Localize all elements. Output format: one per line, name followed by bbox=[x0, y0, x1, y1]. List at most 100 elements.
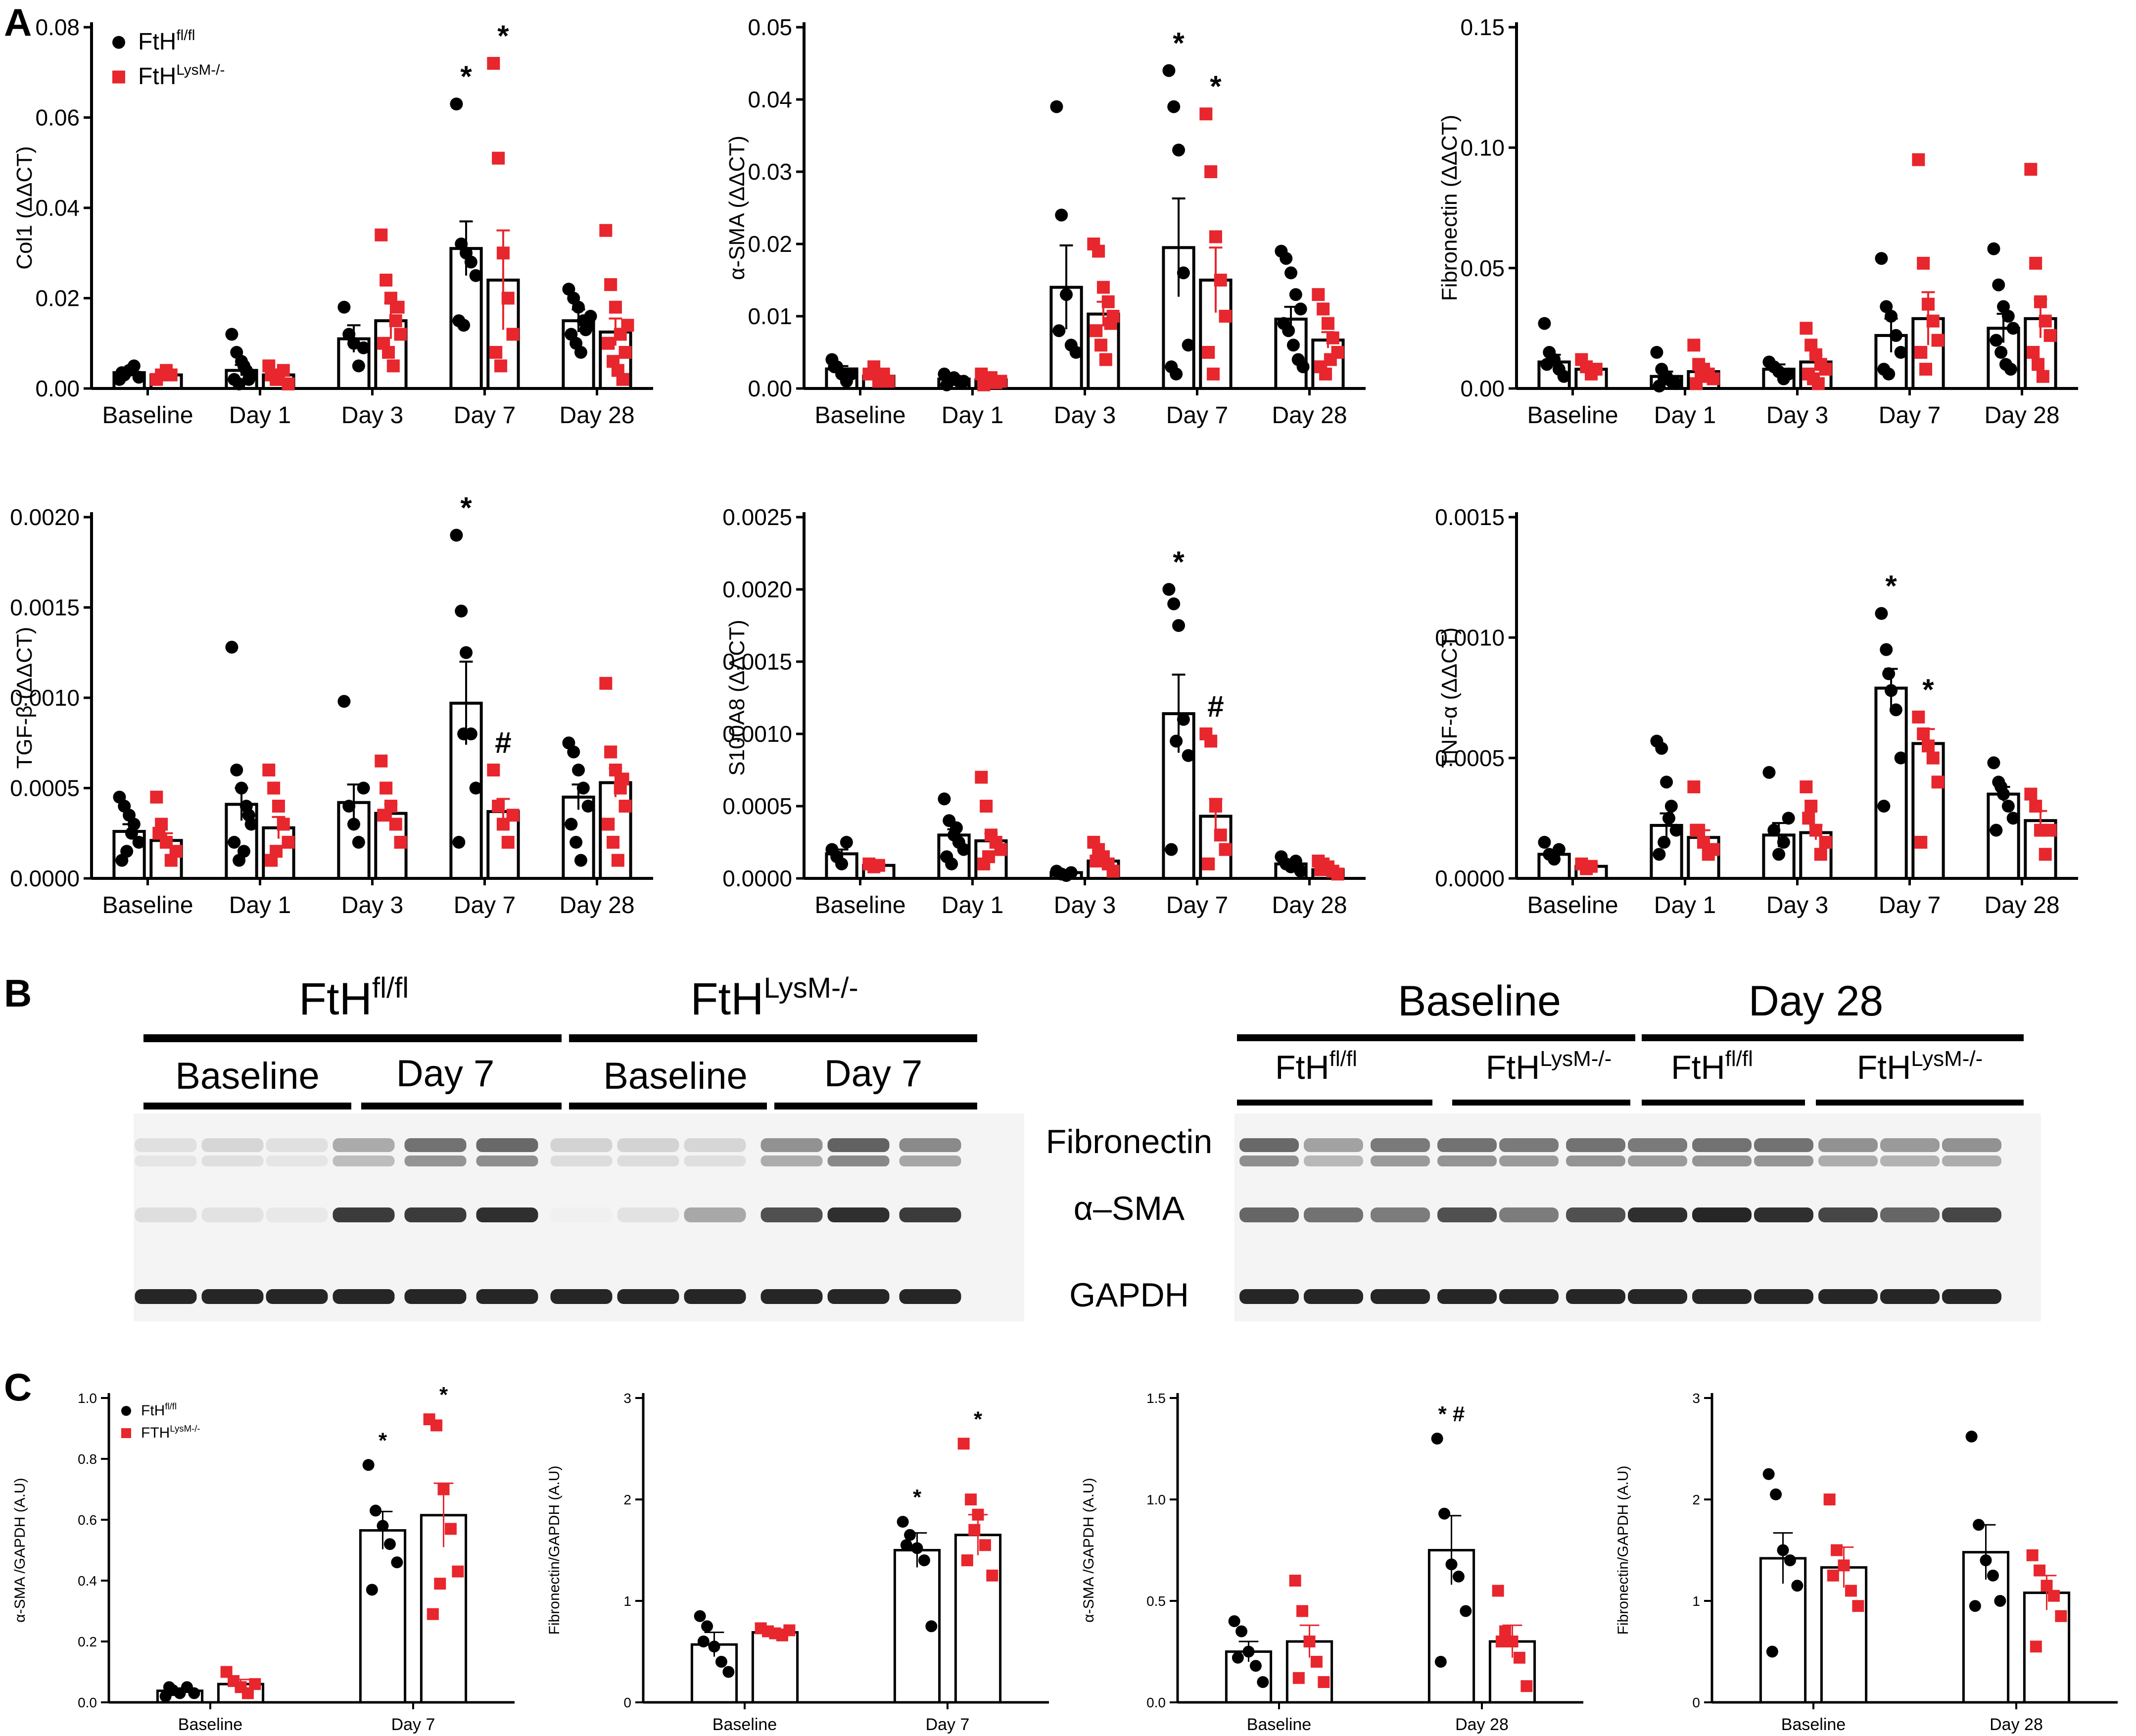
y-tick-label: 0.5 bbox=[1146, 1593, 1166, 1609]
blot-band bbox=[1818, 1138, 1878, 1152]
data-point bbox=[607, 836, 620, 849]
blot-band bbox=[617, 1138, 679, 1152]
data-point bbox=[1658, 836, 1671, 849]
blot-band bbox=[404, 1289, 467, 1304]
y-axis-label: Fibronectin/GAPDH (A.U) bbox=[1615, 1466, 1631, 1635]
data-point bbox=[469, 781, 482, 795]
data-point bbox=[1228, 1615, 1240, 1627]
data-point bbox=[1538, 836, 1551, 849]
blot-band bbox=[760, 1138, 823, 1152]
significance-marker: * bbox=[1210, 70, 1222, 103]
blot-bracket bbox=[1452, 1100, 1630, 1106]
blot-band bbox=[1942, 1207, 2001, 1222]
data-point bbox=[938, 792, 951, 806]
data-point bbox=[1499, 1625, 1512, 1638]
data-point bbox=[2029, 256, 2042, 270]
data-point bbox=[1926, 751, 1940, 765]
blot-bracket bbox=[1642, 1100, 1805, 1106]
data-point bbox=[940, 378, 953, 391]
data-point bbox=[225, 328, 238, 341]
data-point bbox=[616, 772, 629, 786]
data-point bbox=[125, 826, 138, 840]
data-point bbox=[1875, 607, 1888, 620]
blot-left-sub-2: Day 7 bbox=[396, 1053, 495, 1095]
blot-left-sub-3: Baseline bbox=[603, 1055, 748, 1097]
y-tick-label: 0.01 bbox=[748, 303, 792, 329]
data-point bbox=[994, 843, 1007, 856]
blot-band bbox=[135, 1138, 197, 1152]
data-point bbox=[377, 809, 390, 822]
data-point bbox=[164, 368, 178, 382]
data-point bbox=[391, 300, 405, 314]
blot-band bbox=[476, 1207, 538, 1222]
blot-band bbox=[1304, 1289, 1363, 1304]
blot-band bbox=[1499, 1156, 1559, 1166]
y-tick-label: 0.0005 bbox=[10, 775, 80, 801]
blot-band bbox=[476, 1156, 538, 1166]
data-point bbox=[1242, 1645, 1255, 1658]
data-point bbox=[1814, 848, 1827, 861]
data-point bbox=[1926, 314, 1940, 328]
y-tick-label: 3 bbox=[623, 1391, 631, 1406]
data-point bbox=[2034, 295, 2047, 308]
x-tick-label: Day 28 bbox=[1272, 892, 1347, 918]
x-tick-label: Day 3 bbox=[341, 402, 403, 429]
data-point bbox=[1992, 278, 2005, 291]
blot-band bbox=[266, 1207, 328, 1222]
data-point bbox=[715, 1656, 727, 1668]
x-tick-label: Day 1 bbox=[1654, 892, 1716, 918]
data-point bbox=[1069, 346, 1083, 359]
data-point bbox=[1162, 583, 1176, 596]
blot-band bbox=[476, 1289, 538, 1304]
blot-band bbox=[1628, 1156, 1687, 1166]
y-tick-label: 1.0 bbox=[78, 1391, 97, 1406]
y-tick-label: 0.0010 bbox=[722, 721, 792, 747]
x-tick-label: Day 28 bbox=[559, 402, 634, 429]
blot-right-sub-3: FtHfl/fl bbox=[1671, 1047, 1753, 1086]
data-point bbox=[225, 640, 238, 654]
data-point bbox=[994, 375, 1007, 388]
data-point bbox=[1589, 363, 1603, 376]
data-point bbox=[120, 845, 134, 858]
data-point bbox=[1658, 372, 1671, 386]
data-point bbox=[501, 836, 515, 849]
blot-band bbox=[1239, 1138, 1299, 1152]
data-point bbox=[1875, 252, 1888, 265]
data-point bbox=[2041, 1580, 2053, 1592]
blot-band bbox=[135, 1156, 197, 1166]
data-point bbox=[1162, 64, 1176, 77]
data-point bbox=[282, 377, 295, 390]
data-point bbox=[1286, 338, 1300, 352]
data-point bbox=[701, 1620, 713, 1633]
data-point bbox=[457, 319, 471, 332]
y-tick-label: 0.04 bbox=[35, 195, 80, 221]
y-tick-label: 0.06 bbox=[35, 105, 80, 131]
data-point bbox=[1106, 865, 1120, 878]
data-point bbox=[1438, 1507, 1451, 1520]
data-point bbox=[1326, 331, 1339, 344]
data-point bbox=[267, 781, 281, 795]
data-point bbox=[1050, 100, 1063, 113]
data-point bbox=[386, 359, 400, 373]
data-point bbox=[169, 845, 183, 858]
data-point bbox=[1777, 1544, 1789, 1556]
chart-c-asma-day28: 0.0 0.5 1.0 1.5 α-SMA /GAPDH (A.U) Baseline Da… bbox=[1081, 1391, 1583, 1734]
data-point bbox=[572, 300, 585, 314]
data-point bbox=[506, 809, 520, 822]
data-point bbox=[1838, 1559, 1850, 1572]
legend-entry: FtHLysM-/- bbox=[138, 62, 225, 90]
blot-band bbox=[332, 1207, 395, 1222]
y-tick-label: 1 bbox=[623, 1593, 631, 1609]
data-point bbox=[609, 300, 622, 314]
x-tick-label: Day 28 bbox=[1272, 402, 1347, 429]
blot-band bbox=[550, 1156, 613, 1166]
data-point bbox=[489, 346, 503, 359]
data-point bbox=[1094, 338, 1108, 352]
blot-band bbox=[1304, 1138, 1363, 1152]
blot-band bbox=[266, 1138, 328, 1152]
data-point bbox=[1096, 281, 1110, 294]
legend-entry: FtHfl/fl bbox=[141, 1401, 177, 1419]
legend-marker bbox=[121, 1406, 131, 1416]
y-tick-label: 0.0 bbox=[1146, 1695, 1166, 1710]
x-tick-label: Day 7 bbox=[1166, 892, 1228, 918]
